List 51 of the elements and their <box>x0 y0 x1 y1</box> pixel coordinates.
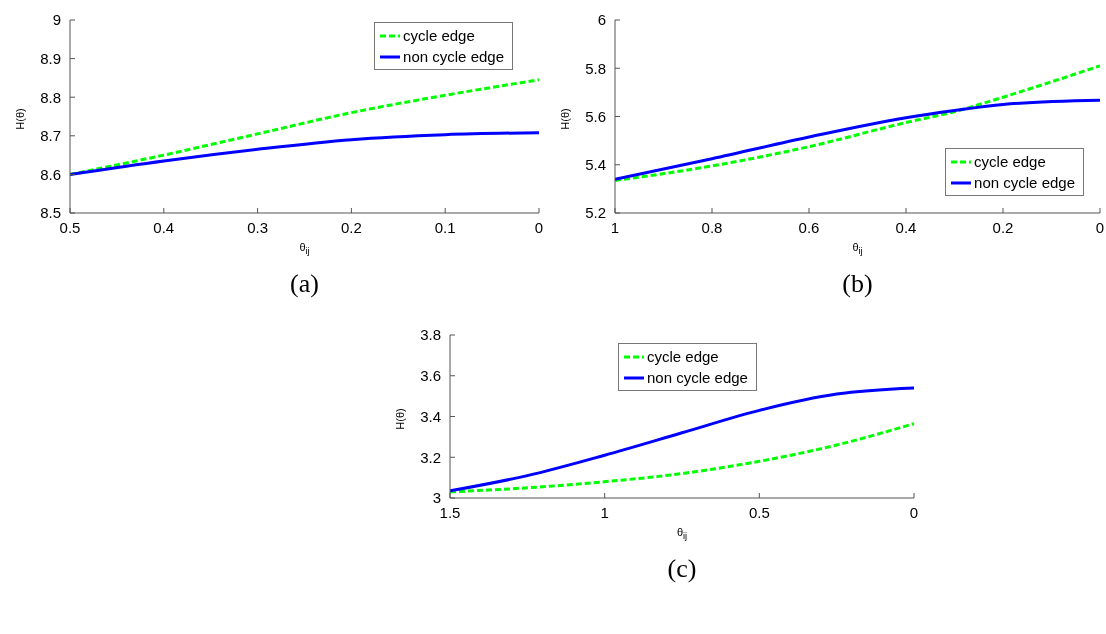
x-axis-title: θ$_{ij}$ <box>851 241 864 257</box>
x-tick-label: 0.1 <box>434 218 456 236</box>
y-tick-label: 8.7 <box>40 127 61 145</box>
legend-label: non cycle edge <box>647 368 748 388</box>
legend-label: non cycle edge <box>403 47 504 67</box>
line-series <box>450 386 914 493</box>
text: (a) <box>289 269 320 299</box>
y-tick-label: 5.4 <box>585 156 606 174</box>
y-tick-label: 5.8 <box>585 59 606 77</box>
y-tick-label: 5.6 <box>585 107 606 125</box>
y-tick-label: 8.5 <box>40 204 61 222</box>
x-axis-title: θ$_{ij}$ <box>675 526 689 542</box>
text: (c) <box>666 554 698 584</box>
y-tick-label: 3.6 <box>420 367 441 385</box>
y-tick-label: 3 <box>432 489 441 507</box>
x-tick-label: 0.8 <box>701 218 723 236</box>
x-tick-label: 1.5 <box>439 503 461 521</box>
y-tick-label: 3.2 <box>420 448 441 466</box>
y-axis-title: H(θ) <box>393 407 406 430</box>
legend-label: cycle edge <box>647 347 719 367</box>
x-tick-label: 0 <box>1095 218 1105 236</box>
x-tick-label: 0.2 <box>992 218 1014 236</box>
y-tick-label: 8.9 <box>40 49 61 67</box>
x-tick-label: 0.5 <box>748 503 770 521</box>
x-tick-label: 0.5 <box>59 218 81 236</box>
y-tick-label: 3.4 <box>420 407 441 425</box>
x-tick-label: 0.6 <box>798 218 820 236</box>
x-tick-label: 0.3 <box>247 218 269 236</box>
y-tick-label: 8.8 <box>40 88 61 106</box>
x-tick-label: 0.2 <box>340 218 362 236</box>
x-tick-label: 0 <box>534 218 544 236</box>
y-tick-label: 6 <box>597 11 606 29</box>
y-tick-label: 9 <box>52 11 61 29</box>
x-tick-label: 0.4 <box>153 218 175 236</box>
y-tick-label: 5.2 <box>585 204 606 222</box>
text: (b) <box>841 269 874 299</box>
y-axis-title: H(θ) <box>558 107 571 130</box>
y-tick-label: 3.8 <box>420 326 441 344</box>
line-series <box>450 422 914 494</box>
x-tick-label: 0.4 <box>895 218 917 236</box>
y-axis-title: H(θ) <box>13 107 26 130</box>
x-tick-label: 1 <box>600 503 609 521</box>
x-tick-label: 0 <box>909 503 919 521</box>
legend-label: cycle edge <box>974 152 1046 172</box>
y-tick-label: 8.6 <box>40 165 61 183</box>
legend-label: cycle edge <box>403 26 475 46</box>
legend-label: non cycle edge <box>974 173 1075 193</box>
line-series <box>70 78 539 176</box>
x-tick-label: 1 <box>610 218 620 236</box>
line-series <box>70 131 539 176</box>
x-axis-title: θ$_{ij}$ <box>298 241 311 257</box>
